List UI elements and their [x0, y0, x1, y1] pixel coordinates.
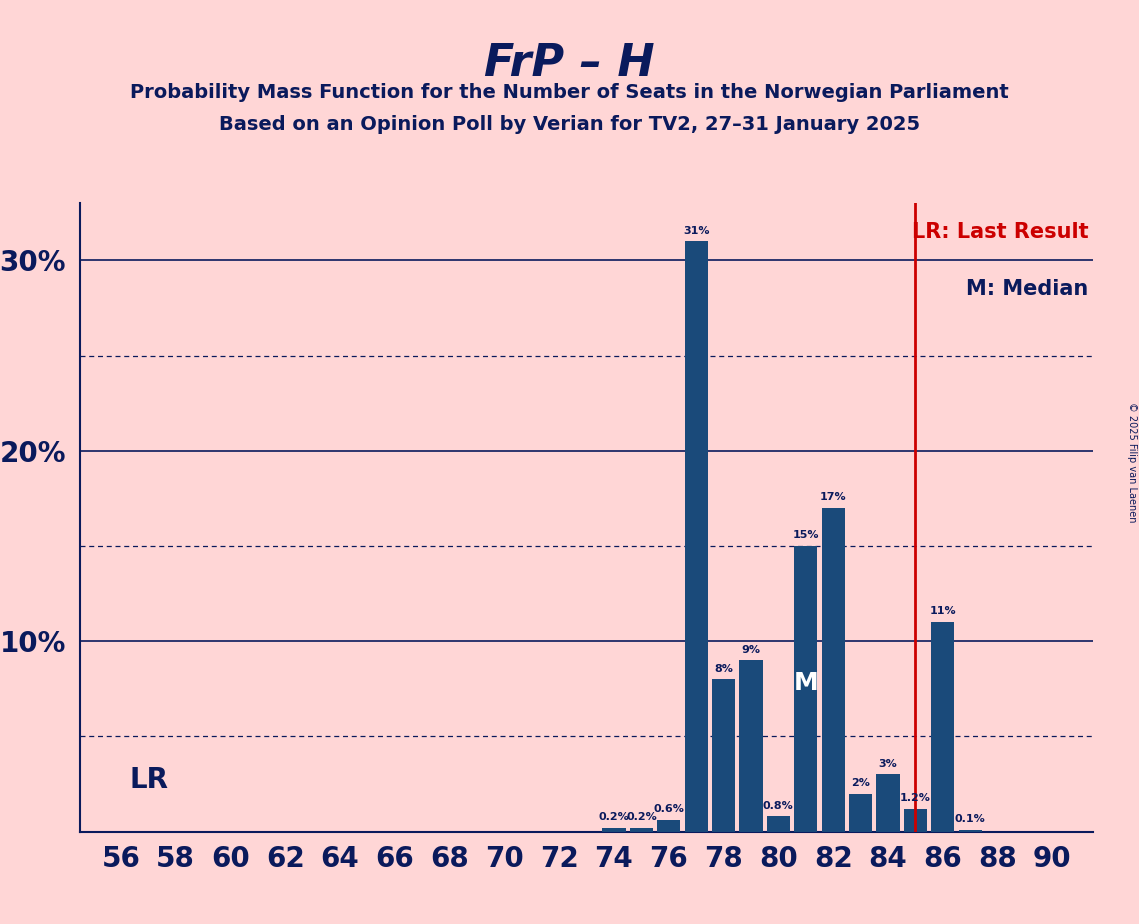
Text: 11%: 11% — [929, 606, 956, 616]
Text: © 2025 Filip van Laenen: © 2025 Filip van Laenen — [1126, 402, 1137, 522]
Bar — [903, 808, 927, 832]
Text: M: M — [794, 671, 818, 695]
Text: 8%: 8% — [714, 663, 734, 674]
Bar — [657, 821, 680, 832]
Text: M: Median: M: Median — [966, 279, 1089, 298]
Text: 1.2%: 1.2% — [900, 793, 931, 803]
Text: LR: LR — [129, 765, 169, 794]
Text: 2%: 2% — [851, 778, 870, 788]
Text: 31%: 31% — [683, 225, 710, 236]
Bar — [876, 774, 900, 832]
Text: 17%: 17% — [820, 492, 846, 503]
Text: Probability Mass Function for the Number of Seats in the Norwegian Parliament: Probability Mass Function for the Number… — [130, 83, 1009, 103]
Bar — [959, 830, 982, 832]
Text: 0.6%: 0.6% — [654, 805, 685, 814]
Text: 9%: 9% — [741, 645, 761, 654]
Text: Based on an Opinion Poll by Verian for TV2, 27–31 January 2025: Based on an Opinion Poll by Verian for T… — [219, 116, 920, 135]
Bar — [739, 661, 763, 832]
Bar — [931, 622, 954, 832]
Bar — [603, 828, 625, 832]
Text: 0.2%: 0.2% — [626, 812, 657, 822]
Text: 3%: 3% — [878, 759, 898, 769]
Bar — [630, 828, 653, 832]
Text: LR: Last Result: LR: Last Result — [911, 222, 1089, 242]
Text: FrP – H: FrP – H — [484, 42, 655, 85]
Text: 0.8%: 0.8% — [763, 801, 794, 810]
Bar — [685, 241, 707, 832]
Text: 0.1%: 0.1% — [954, 814, 985, 824]
Bar — [767, 817, 790, 832]
Text: 0.2%: 0.2% — [599, 812, 630, 822]
Bar — [794, 546, 818, 832]
Bar — [849, 794, 872, 832]
Bar — [712, 679, 735, 832]
Text: 15%: 15% — [793, 530, 819, 541]
Bar — [821, 508, 845, 832]
